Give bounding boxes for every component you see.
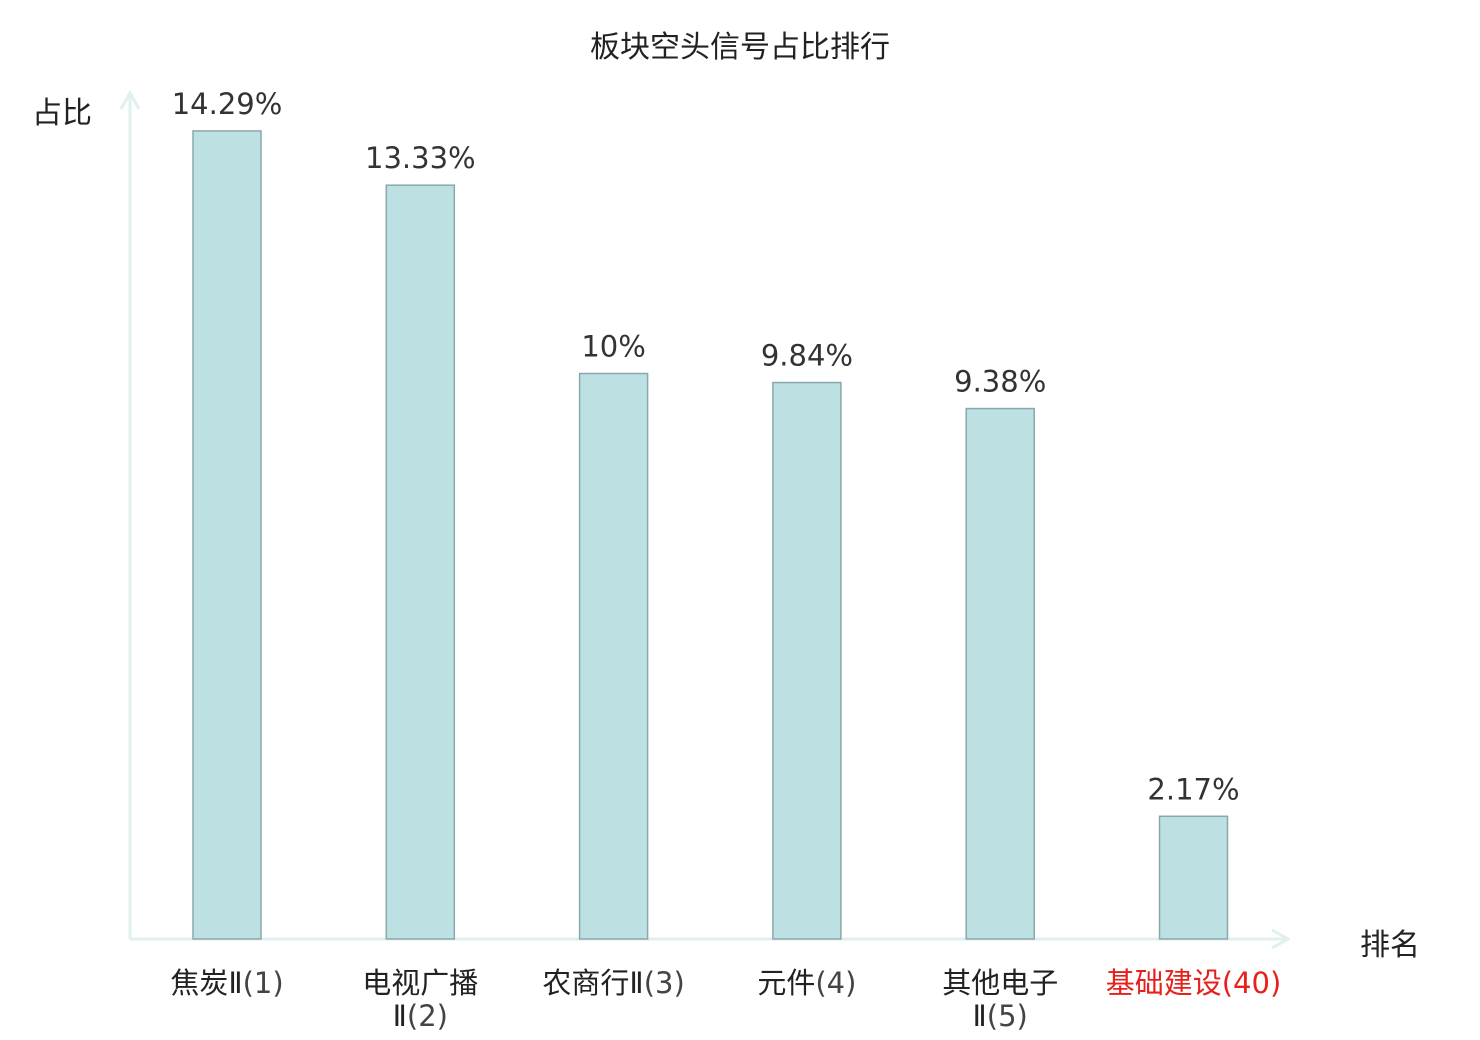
value-label: 2.17% — [1147, 772, 1239, 806]
bars — [192, 130, 1229, 940]
chart-title: 板块空头信号占比排行 — [590, 30, 890, 65]
category-label: 元件(4) — [757, 966, 856, 1000]
y-axis-arrow — [119, 89, 141, 110]
bar — [965, 407, 1035, 940]
value-labels: 14.29% 13.33% 10% 9.84% 9.38% 2.17% — [172, 87, 1240, 806]
bar — [1158, 815, 1229, 940]
bar — [578, 372, 649, 940]
value-label: 9.84% — [761, 339, 853, 373]
value-label: 14.29% — [172, 87, 283, 121]
category-labels: 焦炭Ⅱ(1) 电视广播 Ⅱ(2) 农商行Ⅱ(3) 元件(4) 其他电子 Ⅱ(5) 基础建设(4… — [170, 966, 1281, 1033]
category-label: 焦炭Ⅱ(1) — [170, 966, 283, 1000]
category-label: 基础建设(40) — [1106, 966, 1282, 1000]
value-label: 9.38% — [954, 365, 1046, 399]
bar — [192, 130, 262, 940]
category-label: 农商行Ⅱ(3) — [542, 966, 684, 1000]
category-label: 其他电子 Ⅱ(5) — [942, 966, 1058, 1033]
bar — [385, 184, 456, 940]
x-axis-label: 排名 — [1360, 928, 1420, 963]
bar — [772, 381, 842, 940]
value-label: 13.33% — [365, 141, 476, 175]
axes — [119, 89, 1292, 950]
x-axis-arrow — [1271, 928, 1292, 950]
y-axis-label: 占比 — [32, 96, 92, 131]
value-label: 10% — [581, 330, 645, 364]
category-label: 电视广播 Ⅱ(2) — [362, 966, 478, 1033]
